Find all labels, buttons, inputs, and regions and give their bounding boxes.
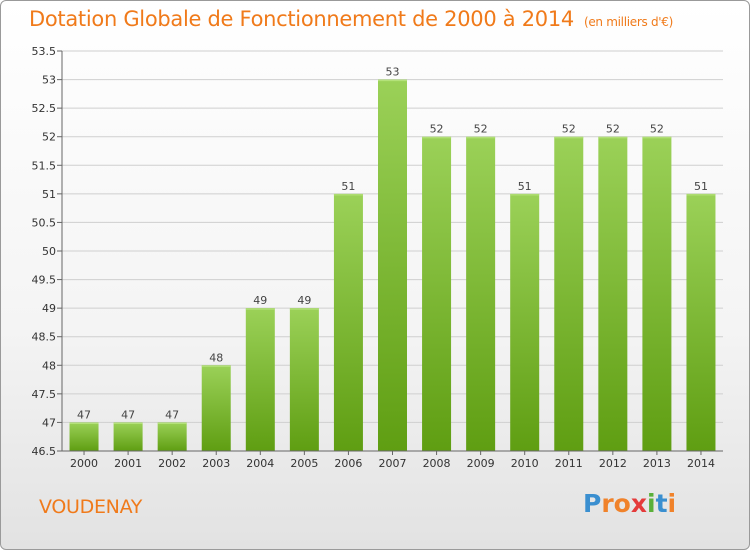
x-tick-label: 2013 — [643, 457, 671, 470]
y-tick-labels: 46.5 47 47.5 48 48.5 49 49.5 50 50.5 51 51.5 52 52.5… — [32, 45, 62, 458]
chart-unit: (en milliers d'€) — [583, 15, 673, 29]
data-label: 52 — [606, 123, 620, 136]
y-tick-label: 49 — [42, 302, 56, 315]
y-tick-label: 49.5 — [32, 274, 57, 287]
data-label: 52 — [474, 123, 488, 136]
data-label: 48 — [209, 351, 223, 364]
logo-letter: P — [583, 489, 602, 518]
logo-letter: o — [613, 489, 631, 518]
bar-2008[interactable] — [422, 136, 452, 451]
data-label: 47 — [165, 408, 179, 421]
bar-2000[interactable] — [69, 422, 99, 451]
y-tick-label: 47.5 — [32, 388, 57, 401]
bar-2004[interactable] — [245, 308, 275, 451]
data-label: 49 — [297, 294, 311, 307]
chart-title: Dotation Globale de Fonctionnement de 20… — [29, 7, 673, 31]
data-labels: 47 47 47 48 49 49 51 53 52 52 51 52 52 52 51 — [77, 66, 708, 422]
bar-2001[interactable] — [113, 422, 143, 451]
x-tick-label: 2009 — [467, 457, 495, 470]
bar-2012[interactable] — [598, 136, 628, 451]
y-tick-label: 53.5 — [32, 45, 57, 58]
bar-2003[interactable] — [201, 365, 231, 451]
proxiti-logo[interactable]: Proxiti — [583, 489, 676, 518]
data-label: 51 — [694, 180, 708, 193]
bar-2014[interactable] — [686, 193, 716, 451]
x-tick-label: 2001 — [114, 457, 142, 470]
y-tick-label: 48 — [42, 359, 56, 372]
logo-letter: i — [647, 489, 656, 518]
x-tick-label: 2011 — [555, 457, 583, 470]
bar-2011[interactable] — [554, 136, 584, 451]
bar-2007[interactable] — [378, 79, 407, 452]
data-label: 52 — [562, 123, 576, 136]
data-label: 49 — [253, 294, 267, 307]
data-label: 47 — [77, 408, 91, 421]
bar-2006[interactable] — [333, 193, 363, 451]
x-tick-label: 2005 — [290, 457, 318, 470]
x-tick-label: 2007 — [379, 457, 407, 470]
y-tick-label: 51.5 — [32, 159, 57, 172]
x-tick-label: 2000 — [70, 457, 98, 470]
logo-letter: t — [655, 489, 668, 518]
bar-2010[interactable] — [510, 193, 540, 451]
bar-2009[interactable] — [466, 136, 496, 451]
x-tick-label: 2014 — [687, 457, 715, 470]
bar-2002[interactable] — [157, 422, 187, 451]
bar-2005[interactable] — [289, 308, 319, 451]
commune-name: VOUDENAY — [39, 496, 143, 518]
logo-letter: x — [630, 489, 647, 518]
x-tick-label: 2010 — [511, 457, 539, 470]
x-tick-label: 2004 — [246, 457, 274, 470]
logo-letter: i — [667, 489, 677, 518]
bars — [69, 79, 716, 452]
y-tick-label: 47 — [42, 416, 56, 429]
y-tick-label: 52 — [42, 131, 56, 144]
data-label: 47 — [121, 408, 135, 421]
x-tick-labels: 2000 2001 2002 2003 2004 2005 2006 2007 2008 2009… — [70, 451, 715, 470]
data-label: 51 — [341, 180, 355, 193]
logo-letter: r — [601, 489, 614, 518]
x-tick-label: 2006 — [334, 457, 362, 470]
data-label: 52 — [430, 123, 444, 136]
y-tick-label: 48.5 — [32, 331, 57, 344]
data-label: 52 — [650, 123, 664, 136]
y-tick-label: 51 — [42, 188, 56, 201]
chart-title-text: Dotation Globale de Fonctionnement de 20… — [29, 7, 574, 31]
bar-2013[interactable] — [642, 136, 672, 451]
x-tick-label: 2008 — [423, 457, 451, 470]
y-tick-label: 50 — [42, 245, 56, 258]
y-tick-label: 53 — [42, 74, 56, 87]
y-tick-label: 52.5 — [32, 102, 57, 115]
data-label: 51 — [518, 180, 532, 193]
x-tick-label: 2012 — [599, 457, 627, 470]
y-tick-label: 46.5 — [32, 445, 57, 458]
x-tick-label: 2002 — [158, 457, 186, 470]
x-tick-label: 2003 — [202, 457, 230, 470]
y-tick-label: 50.5 — [32, 216, 57, 229]
data-label: 53 — [386, 66, 400, 79]
